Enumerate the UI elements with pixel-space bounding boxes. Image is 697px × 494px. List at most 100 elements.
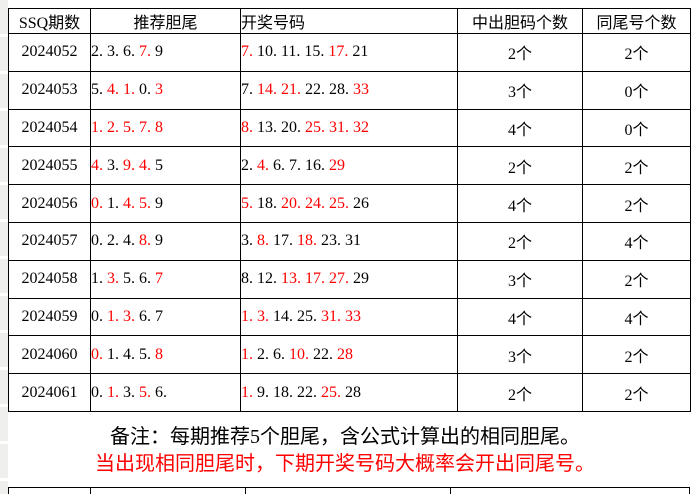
number-segment: 31 <box>345 232 361 250</box>
hit-dan-count-cell[interactable]: 2个 <box>457 33 583 72</box>
hit-dan-count-cell[interactable]: 4个 <box>457 297 583 337</box>
number-segment: 28 <box>345 383 361 401</box>
number-segment: 8. <box>241 270 254 288</box>
same-tail-count-cell[interactable]: 2个 <box>582 259 691 299</box>
recommended-tails-cell[interactable]: 0. 1. 3. 5. 6. <box>90 373 241 412</box>
hit-dan-count-cell[interactable]: 2个 <box>457 146 583 186</box>
draw-numbers-cell[interactable]: 5. 18. 20. 24. 25. 26 <box>240 184 458 223</box>
recommended-tails-cell[interactable]: 1. 2. 5. 7. 8 <box>90 108 241 148</box>
number-segment: 5. <box>139 383 151 401</box>
draw-numbers-cell[interactable]: 7. 10. 11. 15. 17. 21 <box>240 33 458 72</box>
same-tail-count-cell[interactable]: 2个 <box>582 146 691 186</box>
number-segment: 23. <box>321 232 341 250</box>
same-tail-count-cell[interactable]: 0个 <box>582 70 691 110</box>
number-segment: 8. <box>257 232 269 250</box>
period-cell[interactable]: 2024057 <box>8 221 91 261</box>
col-header-same-tail-count[interactable]: 同尾号个数 <box>582 8 691 34</box>
number-segment: 1. <box>241 307 254 325</box>
recommended-tails-cell[interactable]: 2. 3. 6. 7. 9 <box>90 33 241 72</box>
number-segment: 3 <box>155 81 163 99</box>
number-segment: 3. <box>107 43 119 61</box>
number-segment: 2. <box>257 345 269 363</box>
draw-numbers-cell[interactable]: 8. 13. 20. 25. 31. 32 <box>240 108 458 148</box>
col-header-draw-numbers[interactable]: 开奖号码 <box>240 8 458 34</box>
hit-dan-count-cell[interactable]: 3个 <box>457 70 583 110</box>
next-table-border-stub <box>245 488 246 494</box>
col-header-hit-dan-count[interactable]: 中出胆码个数 <box>457 8 583 34</box>
same-tail-count-cell[interactable]: 2个 <box>582 373 691 412</box>
spreadsheet-edge-strip <box>0 0 8 494</box>
number-segment: 10. <box>289 345 309 363</box>
recommended-tails-cell[interactable]: 0. 1. 4. 5. 9 <box>90 184 241 223</box>
table-row: 2024060 0. 1. 4. 5. 8 1. 2. 6. 10. 22. 28 3… <box>8 335 691 375</box>
recommended-tails-cell[interactable]: 0. 1. 4. 5. 8 <box>90 335 241 375</box>
hit-dan-count-cell[interactable]: 3个 <box>457 259 583 299</box>
number-segment: 1. <box>107 194 119 212</box>
period-cell[interactable]: 2024060 <box>8 335 91 375</box>
number-segment: 4. <box>123 232 135 250</box>
period-cell[interactable]: 2024055 <box>8 146 91 186</box>
draw-numbers-cell[interactable]: 8. 12. 13. 17. 27. 29 <box>240 259 458 299</box>
number-segment: 1. <box>107 345 119 363</box>
draw-numbers-cell[interactable]: 1. 9. 18. 22. 25. 28 <box>240 373 458 412</box>
number-segment: 1. <box>91 270 104 288</box>
col-header-recommended-tails[interactable]: 推荐胆尾 <box>90 8 241 34</box>
table-row: 2024057 0. 2. 4. 8. 9 3. 8. 17. 18. 23. 31… <box>8 221 691 261</box>
number-segment: 13. <box>257 118 277 136</box>
hit-dan-count-cell[interactable]: 4个 <box>457 184 583 223</box>
table-row: 2024059 0. 1. 3. 6. 7 1. 3. 14. 25. 31. 33… <box>8 297 691 337</box>
next-table-border-stub <box>450 488 451 494</box>
recommended-tails-cell[interactable]: 0. 1. 3. 6. 7 <box>90 297 241 337</box>
number-segment: 8. <box>139 232 151 250</box>
number-segment: 8. <box>241 118 254 136</box>
number-segment: 6. <box>273 156 285 174</box>
col-header-period[interactable]: SSQ期数 <box>8 8 91 34</box>
number-segment: 5. <box>123 118 135 136</box>
period-cell[interactable]: 2024058 <box>8 259 91 299</box>
hit-dan-count-cell[interactable]: 3个 <box>457 335 583 375</box>
number-segment: 7. <box>241 81 254 99</box>
recommended-tails-cell[interactable]: 0. 2. 4. 8. 9 <box>90 221 241 261</box>
period-cell[interactable]: 2024052 <box>8 33 91 72</box>
number-segment: 6. <box>155 383 167 401</box>
number-segment: 3. <box>241 232 254 250</box>
recommended-tails-cell[interactable]: 4. 3. 9. 4. 5 <box>90 146 241 186</box>
hit-dan-count-cell[interactable]: 2个 <box>457 373 583 412</box>
number-segment: 8 <box>155 118 163 136</box>
recommended-tails-cell[interactable]: 1. 3. 5. 6. 7 <box>90 259 241 299</box>
same-tail-count-cell[interactable]: 4个 <box>582 297 691 337</box>
same-tail-count-cell[interactable]: 2个 <box>582 335 691 375</box>
same-tail-count-cell[interactable]: 0个 <box>582 108 691 148</box>
hit-dan-count-cell[interactable]: 2个 <box>457 221 583 261</box>
draw-numbers-cell[interactable]: 2. 4. 6. 7. 16. 29 <box>240 146 458 186</box>
note-line-2: 当出现相同胆尾时，下期开奖号码大概率会开出同尾号。 <box>95 453 595 475</box>
number-segment: 11. <box>281 43 301 61</box>
header-row: SSQ期数 推荐胆尾 开奖号码 中出胆码个数 同尾号个数 <box>8 8 691 34</box>
same-tail-count-cell[interactable]: 2个 <box>582 33 691 72</box>
number-segment: 10. <box>257 43 277 61</box>
hit-dan-count-cell[interactable]: 4个 <box>457 108 583 148</box>
number-segment: 14. <box>273 307 293 325</box>
period-cell[interactable]: 2024054 <box>8 108 91 148</box>
number-segment: 0. <box>91 383 104 401</box>
number-segment: 7. <box>139 118 151 136</box>
draw-numbers-cell[interactable]: 1. 3. 14. 25. 31. 33 <box>240 297 458 337</box>
same-tail-count-cell[interactable]: 2个 <box>582 184 691 223</box>
number-segment: 7 <box>155 307 163 325</box>
draw-numbers-cell[interactable]: 1. 2. 6. 10. 22. 28 <box>240 335 458 375</box>
period-cell[interactable]: 2024053 <box>8 70 91 110</box>
recommended-tails-cell[interactable]: 5. 4. 1. 0. 3 <box>90 70 241 110</box>
draw-numbers-cell[interactable]: 3. 8. 17. 18. 23. 31 <box>240 221 458 261</box>
number-segment: 20. <box>281 118 301 136</box>
draw-numbers-cell[interactable]: 7. 14. 21. 22. 28. 33 <box>240 70 458 110</box>
period-cell[interactable]: 2024056 <box>8 184 91 223</box>
number-segment: 32 <box>353 118 369 136</box>
number-segment: 0. <box>91 232 104 250</box>
period-cell[interactable]: 2024059 <box>8 297 91 337</box>
table-row: 2024052 2. 3. 6. 7. 9 7. 10. 11. 15. 17. 2… <box>8 33 691 72</box>
same-tail-count-cell[interactable]: 4个 <box>582 221 691 261</box>
notes-block: 备注：每期推荐5个胆尾，含公式计算出的相同胆尾。 当出现相同胆尾时，下期开奖号码… <box>0 424 690 478</box>
period-cell[interactable]: 2024061 <box>8 373 91 412</box>
number-segment: 6. <box>139 307 151 325</box>
note-line-1: 备注：每期推荐5个胆尾，含公式计算出的相同胆尾。 <box>110 426 580 448</box>
